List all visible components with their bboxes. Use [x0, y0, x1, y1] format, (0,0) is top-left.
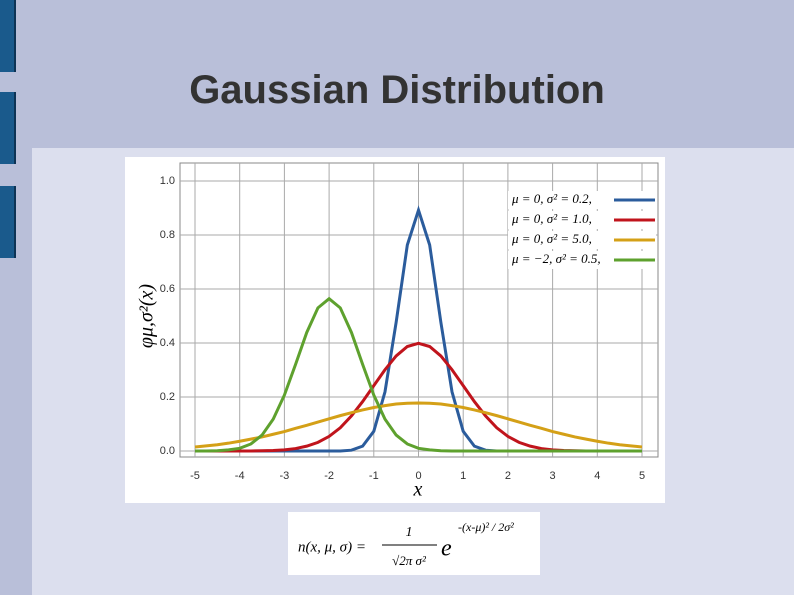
legend-background: [508, 211, 656, 229]
series-line: [194, 401, 643, 449]
y-tick-label: 0.6: [160, 283, 175, 295]
decor-bar: [0, 186, 16, 258]
y-tick-label: 1.0: [160, 175, 175, 187]
formula-base: e: [441, 536, 452, 562]
formula-exponent: -(x-μ)² / 2σ²: [458, 520, 514, 534]
y-tick-label: 0.4: [160, 337, 175, 349]
x-tick-label: -2: [324, 470, 334, 482]
formula-denominator: √2π σ²: [392, 553, 427, 568]
x-tick-label: 4: [594, 470, 600, 482]
x-tick-label: -4: [235, 470, 245, 482]
x-tick-label: -3: [280, 470, 290, 482]
decor-bar: [0, 92, 16, 164]
legend-background: [508, 231, 656, 249]
legend-label: μ = −2, σ² = 0.5,: [511, 251, 601, 266]
formula-background: [288, 512, 540, 575]
formula-numerator: 1: [406, 525, 413, 540]
x-tick-label: 3: [550, 470, 556, 482]
x-tick-label: 0: [415, 470, 421, 482]
x-tick-label: 5: [639, 470, 645, 482]
y-tick-label: 0.2: [160, 391, 175, 403]
x-tick-label: -1: [369, 470, 379, 482]
y-axis-label: φμ,σ²(x): [136, 284, 158, 349]
x-tick-label: 2: [505, 470, 511, 482]
legend-label: μ = 0, σ² = 5.0,: [511, 231, 592, 246]
x-tick-label: -5: [190, 470, 200, 482]
x-tick-label: 1: [460, 470, 466, 482]
slide-title: Gaussian Distribution: [189, 68, 605, 112]
x-axis-label: x: [413, 479, 423, 501]
y-tick-label: 0.0: [160, 445, 175, 457]
legend-background: [508, 251, 656, 269]
y-tick-label: 0.8: [160, 229, 175, 241]
legend-label: μ = 0, σ² = 0.2,: [511, 191, 592, 206]
decor-bar: [0, 0, 16, 72]
legend-background: [508, 191, 656, 209]
formula-lhs: n(x, μ, σ) =: [298, 539, 366, 555]
legend-label: μ = 0, σ² = 1.0,: [511, 211, 592, 226]
series-line: [195, 296, 642, 453]
